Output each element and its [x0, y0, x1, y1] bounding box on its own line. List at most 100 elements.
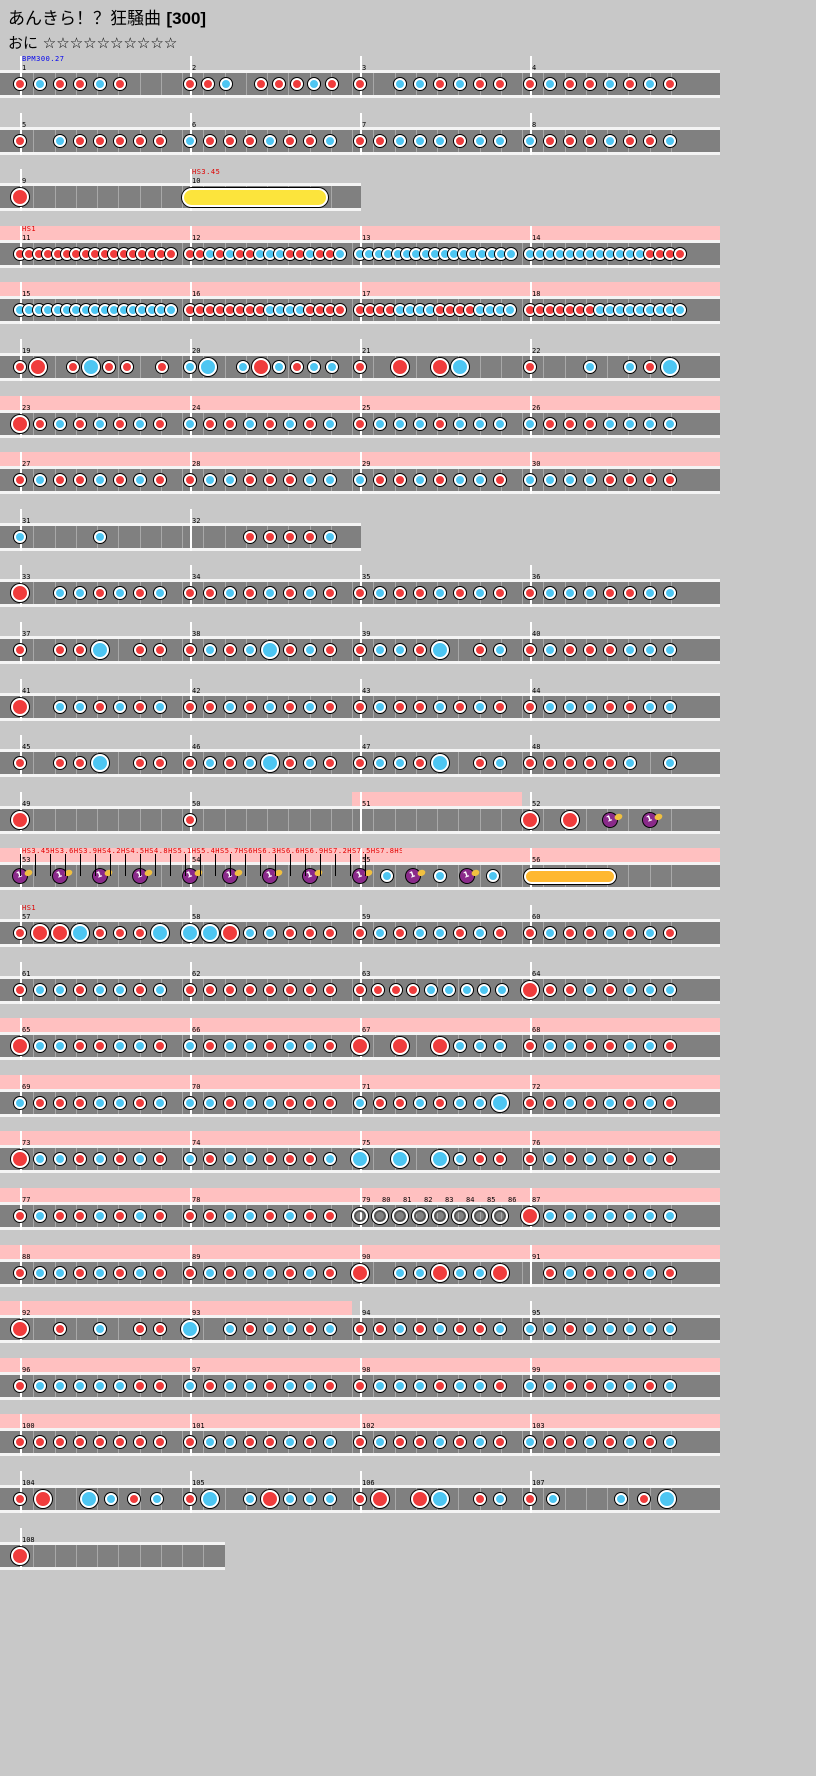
measure-number: 95: [532, 1309, 541, 1318]
ka-note: [54, 1266, 66, 1279]
measure-number: 98: [362, 1365, 371, 1374]
don-note: [604, 644, 616, 656]
don-note: [434, 1096, 446, 1109]
ka-note: [425, 983, 438, 996]
ka-note: [644, 644, 656, 656]
ka-note: [544, 927, 556, 939]
measure-bar: [20, 961, 22, 1004]
don-note: [624, 1096, 636, 1109]
measure-number: 43: [362, 686, 371, 695]
big-ka-note: [201, 924, 219, 942]
beat-line: [139, 808, 141, 831]
beat-line: [458, 1488, 460, 1510]
don-note: [156, 361, 169, 373]
measure-bar: [20, 225, 22, 268]
ka-note: [544, 1210, 556, 1222]
chart-row: 9 10 HS3.45: [0, 169, 720, 225]
don-note: [264, 983, 276, 996]
measure-bar: [20, 1414, 22, 1457]
measure-bar: [20, 1074, 22, 1117]
don-note: [524, 78, 536, 90]
ka-note: [442, 983, 455, 996]
ka-note: [414, 474, 426, 487]
measure-number: 23: [22, 403, 31, 412]
big-ka-note: [431, 641, 449, 659]
don-note: [494, 700, 506, 713]
beat-line: [182, 129, 183, 152]
beat-line: [522, 639, 523, 661]
hs-tick: [155, 854, 156, 877]
ka-note: [604, 417, 616, 430]
beat-line: [75, 1488, 77, 1510]
don-note: [374, 134, 386, 147]
measure-number: 60: [532, 913, 541, 921]
speed-annotation: HS1: [22, 904, 37, 912]
don-note: [114, 78, 126, 90]
beat-line: [224, 525, 226, 548]
ka-note: [114, 1379, 126, 1392]
hs-tick: [335, 854, 336, 877]
measure-bar: [190, 452, 192, 495]
beat-line: [182, 808, 183, 831]
ka-note: [394, 134, 406, 147]
ka-note: [394, 1379, 406, 1392]
beat-line: [33, 412, 35, 435]
ka-note: [308, 78, 321, 90]
measure-bar: [530, 339, 532, 381]
beat-line: [352, 1091, 353, 1114]
hs-tick: [230, 854, 231, 877]
ka-note: [34, 78, 46, 90]
beat-line: [203, 1544, 205, 1567]
measure-number: 97: [192, 1365, 201, 1374]
ka-note: [164, 304, 177, 317]
don-note: [334, 304, 346, 317]
don-note: [264, 530, 276, 543]
ka-note: [54, 417, 66, 430]
ka-note: [474, 134, 486, 147]
beat-line: [118, 1318, 120, 1341]
measure-bar: [530, 735, 532, 778]
beat-line: [75, 525, 77, 548]
don-note: [324, 983, 336, 996]
hs-tick: [50, 854, 51, 877]
ka-note: [584, 361, 596, 373]
don-note: [224, 983, 236, 996]
beat-line: [352, 978, 353, 1001]
ka-note: [584, 983, 596, 996]
measure-number: 75: [362, 1139, 371, 1148]
ka-note: [264, 1266, 276, 1279]
beat-line: [139, 186, 141, 209]
beat-line: [543, 356, 545, 378]
hs-tick: [350, 854, 351, 877]
don-note: [284, 474, 296, 487]
beat-line: [458, 808, 460, 831]
chart-row: 41 42 43 44: [0, 678, 720, 735]
don-note: [354, 1493, 366, 1505]
ka-note: [584, 474, 596, 487]
ka-note: [474, 1096, 486, 1109]
beat-line: [54, 356, 56, 378]
beat-line: [352, 1318, 353, 1341]
ka-note: [54, 1379, 66, 1392]
beat-line: [628, 808, 630, 831]
ka-note: [94, 1266, 106, 1279]
don-note: [74, 417, 86, 430]
don-note: [644, 134, 656, 147]
measure-number: 10: [192, 177, 201, 186]
beat-line: [585, 1488, 587, 1510]
beat-line: [75, 1318, 77, 1341]
measure-number: 91: [532, 1252, 541, 1261]
big-don-note: [11, 584, 29, 603]
beat-line: [564, 356, 566, 378]
don-note: [304, 134, 316, 147]
measure-bar: [190, 1188, 192, 1230]
big-don-note: [252, 358, 271, 376]
don-note: [604, 983, 616, 996]
measure-number: 17: [362, 290, 371, 299]
don-note: [624, 1266, 636, 1279]
measure-number: 106: [362, 1479, 375, 1487]
measure-bar: [360, 905, 362, 947]
ka-note: [434, 134, 446, 147]
don-note: [184, 1210, 196, 1222]
measure-bar: [530, 282, 532, 325]
